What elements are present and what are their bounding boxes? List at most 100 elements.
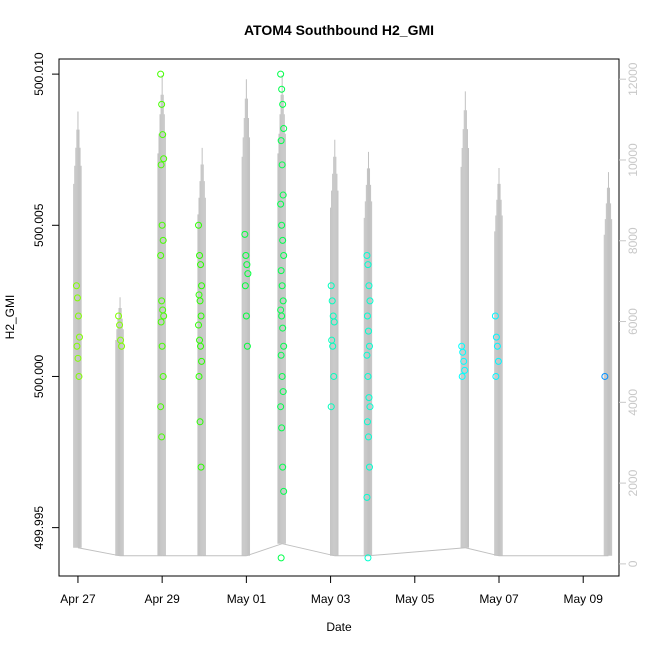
data-point — [279, 324, 287, 332]
data-point — [364, 433, 372, 441]
x-tick-label: Apr 27 — [60, 592, 96, 606]
x-axis: Apr 27 Apr 29 May 01 May 03 May 05 May 07 May … — [60, 575, 604, 606]
data-point — [195, 372, 203, 380]
data-point — [278, 221, 286, 229]
data-point — [158, 342, 166, 350]
data-point — [601, 372, 609, 380]
data-point — [158, 297, 166, 305]
data-point — [458, 372, 466, 380]
data-point — [363, 252, 371, 260]
data-point — [366, 403, 374, 411]
data-point — [279, 100, 287, 108]
data-point — [278, 372, 286, 380]
data-point — [195, 321, 203, 329]
data-point — [330, 318, 338, 326]
data-point — [241, 282, 249, 290]
secondary-series-layer — [73, 75, 613, 557]
data-point — [363, 351, 371, 359]
y-tick-label: 500.000 — [32, 354, 46, 398]
data-point — [160, 312, 168, 320]
data-point — [158, 100, 166, 108]
data-point — [277, 351, 285, 359]
data-point — [241, 230, 249, 238]
data-point — [74, 312, 82, 320]
y-tick-label: 499.995 — [32, 506, 46, 550]
data-point — [242, 312, 250, 320]
data-point — [158, 221, 166, 229]
data-point — [327, 282, 335, 290]
data-point — [363, 493, 371, 501]
points-layer — [72, 70, 609, 562]
y2-tick-label: 8000 — [626, 227, 640, 254]
data-point — [461, 366, 469, 374]
data-point — [329, 342, 337, 350]
data-point — [363, 418, 371, 426]
x-tick-label: Apr 29 — [144, 592, 180, 606]
data-point — [278, 161, 286, 169]
data-point — [74, 354, 82, 362]
data-point — [279, 388, 287, 396]
data-point — [118, 342, 126, 350]
secondary-connector — [282, 543, 335, 557]
data-point — [327, 403, 335, 411]
data-point — [493, 342, 501, 350]
data-point — [159, 236, 167, 244]
data-point — [157, 161, 165, 169]
y-axis: 499.995 500.000 500.005 500.010 — [32, 52, 59, 549]
y-axis-label: H2_GMI — [3, 295, 17, 340]
y-tick-label: 500.005 — [32, 203, 46, 247]
data-point — [278, 312, 286, 320]
x-tick-label: May 09 — [564, 592, 604, 606]
y-tick-label: 500.010 — [32, 52, 46, 96]
data-point — [365, 342, 373, 350]
x-axis-label: Date — [326, 620, 352, 634]
chart-title: ATOM4 Southbound H2_GMI — [244, 22, 434, 38]
data-point — [278, 85, 286, 93]
secondary-connector — [465, 547, 500, 557]
data-point — [242, 252, 250, 260]
data-point — [280, 487, 288, 495]
data-point — [364, 554, 372, 562]
secondary-connector — [368, 547, 466, 557]
data-point — [157, 70, 165, 78]
data-point — [73, 342, 81, 350]
secondary-y-axis: 0 2000 4000 6000 8000 10000 12000 — [619, 62, 640, 567]
data-point — [75, 372, 83, 380]
data-point — [277, 137, 285, 145]
data-point — [277, 200, 285, 208]
data-point — [492, 333, 500, 341]
data-point — [365, 463, 373, 471]
y2-tick-label: 6000 — [626, 308, 640, 335]
data-point — [196, 418, 204, 426]
data-point — [280, 125, 288, 133]
data-point — [364, 261, 372, 269]
x-tick-label: May 03 — [311, 592, 351, 606]
data-point — [197, 342, 205, 350]
data-point — [75, 333, 83, 341]
data-point — [72, 282, 80, 290]
y2-tick-label: 12000 — [626, 62, 640, 96]
data-point — [160, 155, 168, 163]
data-point — [73, 294, 81, 302]
data-point — [280, 342, 288, 350]
data-point — [329, 312, 337, 320]
data-point — [159, 306, 167, 314]
y2-tick-label: 10000 — [626, 143, 640, 177]
data-point — [280, 252, 288, 260]
x-tick-label: May 07 — [479, 592, 519, 606]
data-point — [159, 131, 167, 139]
data-point — [277, 70, 285, 78]
data-point — [492, 372, 500, 380]
data-point — [157, 403, 165, 411]
y2-tick-label: 2000 — [626, 469, 640, 496]
data-point — [157, 318, 165, 326]
data-point — [328, 297, 336, 305]
data-point — [243, 261, 251, 269]
data-point — [279, 463, 287, 471]
plot-frame — [58, 58, 620, 577]
data-point — [278, 282, 286, 290]
data-point — [197, 463, 205, 471]
data-point — [365, 394, 373, 402]
